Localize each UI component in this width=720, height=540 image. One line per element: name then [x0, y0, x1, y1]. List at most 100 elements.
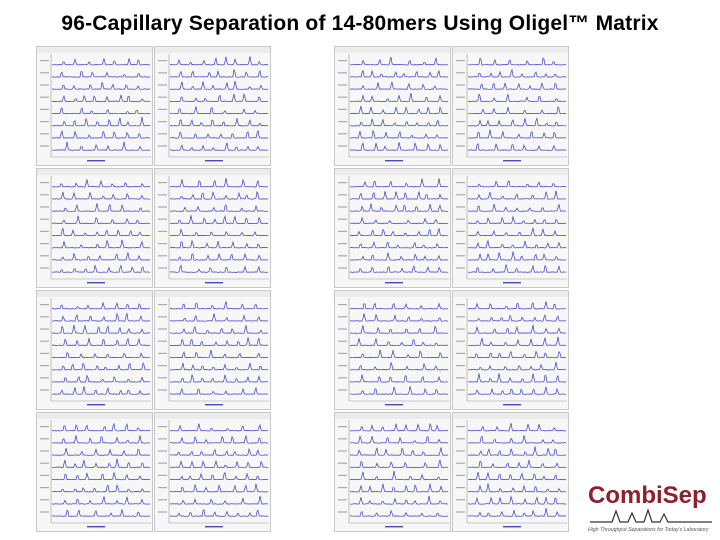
- tick-label-placeholder: [456, 121, 465, 123]
- tick-label-placeholder: [158, 377, 167, 379]
- capillary-trace: [169, 252, 269, 261]
- capillary-trace: [51, 472, 151, 481]
- capillary-trace: [169, 142, 269, 151]
- tick-label-placeholder: [338, 426, 347, 428]
- tick-label-placeholder: [40, 133, 49, 135]
- panel-header: [155, 291, 270, 297]
- tick-label-placeholder: [158, 304, 167, 306]
- capillary-trace: [349, 252, 449, 261]
- tick-label-placeholder: [158, 145, 167, 147]
- tick-label-placeholder: [158, 194, 167, 196]
- capillary-trace: [467, 301, 567, 310]
- tick-label-placeholder: [158, 218, 167, 220]
- tick-label-placeholder: [158, 267, 167, 269]
- capillary-trace: [467, 435, 566, 444]
- x-axis-label-placeholder: [205, 160, 223, 162]
- tick-label-placeholder: [40, 450, 49, 452]
- capillary-trace: [349, 434, 449, 444]
- tick-label-placeholder: [456, 243, 465, 245]
- capillary-trace: [349, 129, 449, 139]
- tick-label-placeholder: [158, 426, 167, 428]
- tick-label-placeholder: [338, 182, 347, 184]
- tick-label-placeholder: [158, 72, 167, 74]
- capillary-trace: [51, 81, 151, 90]
- capillary-trace: [51, 422, 151, 432]
- tick-label-placeholder: [456, 194, 465, 196]
- panel-header: [453, 47, 568, 53]
- capillary-trace: [468, 203, 566, 212]
- capillary-trace: [51, 386, 151, 395]
- capillary-trace: [169, 495, 269, 505]
- capillary-trace: [467, 93, 567, 102]
- electropherogram-panel: [334, 412, 451, 532]
- tick-label-placeholder: [338, 450, 347, 452]
- tick-label-placeholder: [40, 474, 49, 476]
- capillary-trace: [170, 325, 269, 334]
- tick-label-placeholder: [158, 511, 167, 513]
- capillary-trace: [51, 107, 151, 115]
- tick-label-placeholder: [456, 72, 465, 74]
- capillary-trace: [51, 215, 151, 225]
- panel-header: [155, 169, 270, 175]
- capillary-trace: [467, 324, 566, 334]
- panel-header: [155, 413, 270, 419]
- tick-label-placeholder: [40, 218, 49, 220]
- capillary-trace: [349, 325, 449, 334]
- logo-word-part2: Sep: [662, 482, 707, 509]
- tick-label-placeholder: [456, 108, 465, 110]
- capillary-trace: [52, 191, 151, 200]
- x-axis-label-placeholder: [87, 282, 105, 284]
- capillary-trace: [349, 422, 448, 432]
- panel-header: [335, 413, 450, 419]
- capillary-trace: [51, 264, 150, 273]
- capillary-trace: [169, 81, 269, 90]
- tick-label-placeholder: [40, 389, 49, 391]
- tick-label-placeholder: [158, 230, 167, 232]
- capillary-trace: [467, 361, 567, 371]
- tick-label-placeholder: [338, 267, 347, 269]
- electropherogram-panel: [154, 168, 271, 288]
- tick-label-placeholder: [456, 426, 465, 428]
- tick-label-placeholder: [158, 487, 167, 489]
- capillary-trace: [169, 434, 269, 444]
- capillary-trace: [52, 94, 151, 103]
- electropherogram-panel: [452, 168, 569, 288]
- tick-label-placeholder: [338, 304, 347, 306]
- capillary-trace: [51, 71, 151, 78]
- panel-group: [36, 168, 271, 288]
- panel-header: [335, 47, 450, 53]
- capillary-trace: [169, 178, 269, 188]
- tick-label-placeholder: [456, 365, 465, 367]
- capillary-trace: [169, 118, 269, 127]
- capillary-trace: [169, 471, 269, 481]
- tick-label-placeholder: [40, 511, 49, 513]
- capillary-trace: [170, 56, 269, 66]
- tick-label-placeholder: [338, 145, 347, 147]
- capillary-trace: [51, 239, 151, 249]
- capillary-trace: [51, 374, 150, 383]
- panel-header: [453, 169, 568, 175]
- capillary-trace: [170, 423, 269, 432]
- tick-label-placeholder: [338, 243, 347, 245]
- tick-label-placeholder: [158, 108, 167, 110]
- capillary-trace: [51, 179, 150, 188]
- capillary-trace: [51, 301, 151, 310]
- tick-label-placeholder: [456, 328, 465, 330]
- tick-label-placeholder: [40, 206, 49, 208]
- logo-wordmark: CombiSep: [588, 482, 707, 510]
- tick-label-placeholder: [338, 487, 347, 489]
- capillary-trace: [349, 118, 449, 127]
- capillary-trace: [467, 251, 567, 261]
- tick-label-placeholder: [158, 182, 167, 184]
- tick-label-placeholder: [40, 96, 49, 98]
- tick-label-placeholder: [456, 499, 465, 501]
- tick-label-placeholder: [158, 206, 167, 208]
- capillary-trace: [349, 93, 449, 102]
- capillary-trace: [51, 509, 150, 517]
- capillary-trace: [349, 141, 449, 151]
- panel-group: [36, 412, 271, 532]
- capillary-trace: [169, 204, 269, 212]
- electropherogram-panel: [452, 46, 569, 166]
- capillary-trace: [349, 447, 449, 456]
- capillary-trace: [349, 495, 448, 505]
